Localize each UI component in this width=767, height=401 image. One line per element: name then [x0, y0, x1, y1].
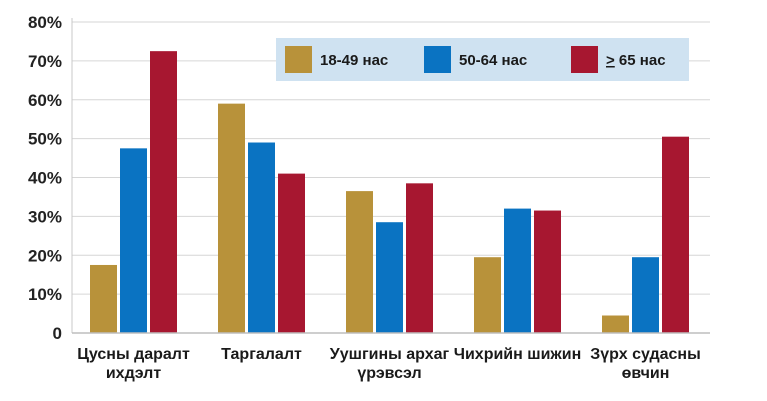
bar [248, 142, 275, 333]
bar [632, 257, 659, 333]
y-tick-labels: 0 10% 20% 30% 40% 50% 60% 70% 80% [28, 13, 62, 343]
y-tick-label: 20% [28, 246, 62, 265]
y-tick-label: 40% [28, 169, 62, 188]
legend-swatch [424, 46, 451, 73]
bar [406, 183, 433, 333]
bars [90, 51, 689, 333]
category-label: ихдэлт [106, 365, 161, 382]
legend-box [276, 38, 689, 81]
legend-label: 50-64 нас [459, 52, 527, 69]
category-labels: Цусны даралт ихдэлт Таргалалт Уушгины архаг… [77, 346, 701, 382]
legend-swatch [571, 46, 598, 73]
bar [534, 210, 561, 333]
bar [278, 173, 305, 333]
category-label: Чихрийн шижин [454, 346, 582, 363]
y-tick-label: 50% [28, 130, 62, 149]
bar [662, 136, 689, 333]
bar [504, 208, 531, 333]
bar [90, 264, 117, 333]
y-tick-label: 30% [28, 207, 62, 226]
category-label: Зүрх судасны [590, 346, 701, 363]
bar [376, 222, 403, 333]
bar [150, 51, 177, 333]
legend-label: > 65 нас [606, 52, 666, 69]
category-label: өвчин [622, 365, 670, 382]
bar [218, 103, 245, 333]
bar [346, 191, 373, 333]
category-label: Уушгины архаг [330, 346, 450, 363]
category-label: үрэвсэл [357, 365, 421, 382]
bar [602, 315, 629, 333]
bar [474, 257, 501, 333]
legend-swatch [285, 46, 312, 73]
y-tick-label: 70% [28, 52, 62, 71]
y-tick-label: 0 [53, 324, 62, 343]
axes [71, 18, 710, 334]
y-tick-label: 10% [28, 285, 62, 304]
y-tick-label: 60% [28, 91, 62, 110]
category-label: Таргалалт [221, 346, 302, 363]
category-label: Цусны даралт [77, 346, 190, 363]
bar [120, 148, 147, 333]
y-tick-label: 80% [28, 13, 62, 32]
legend-label: 18-49 нас [320, 52, 388, 69]
legend: 18-49 нас 50-64 нас > 65 нас [276, 38, 689, 81]
